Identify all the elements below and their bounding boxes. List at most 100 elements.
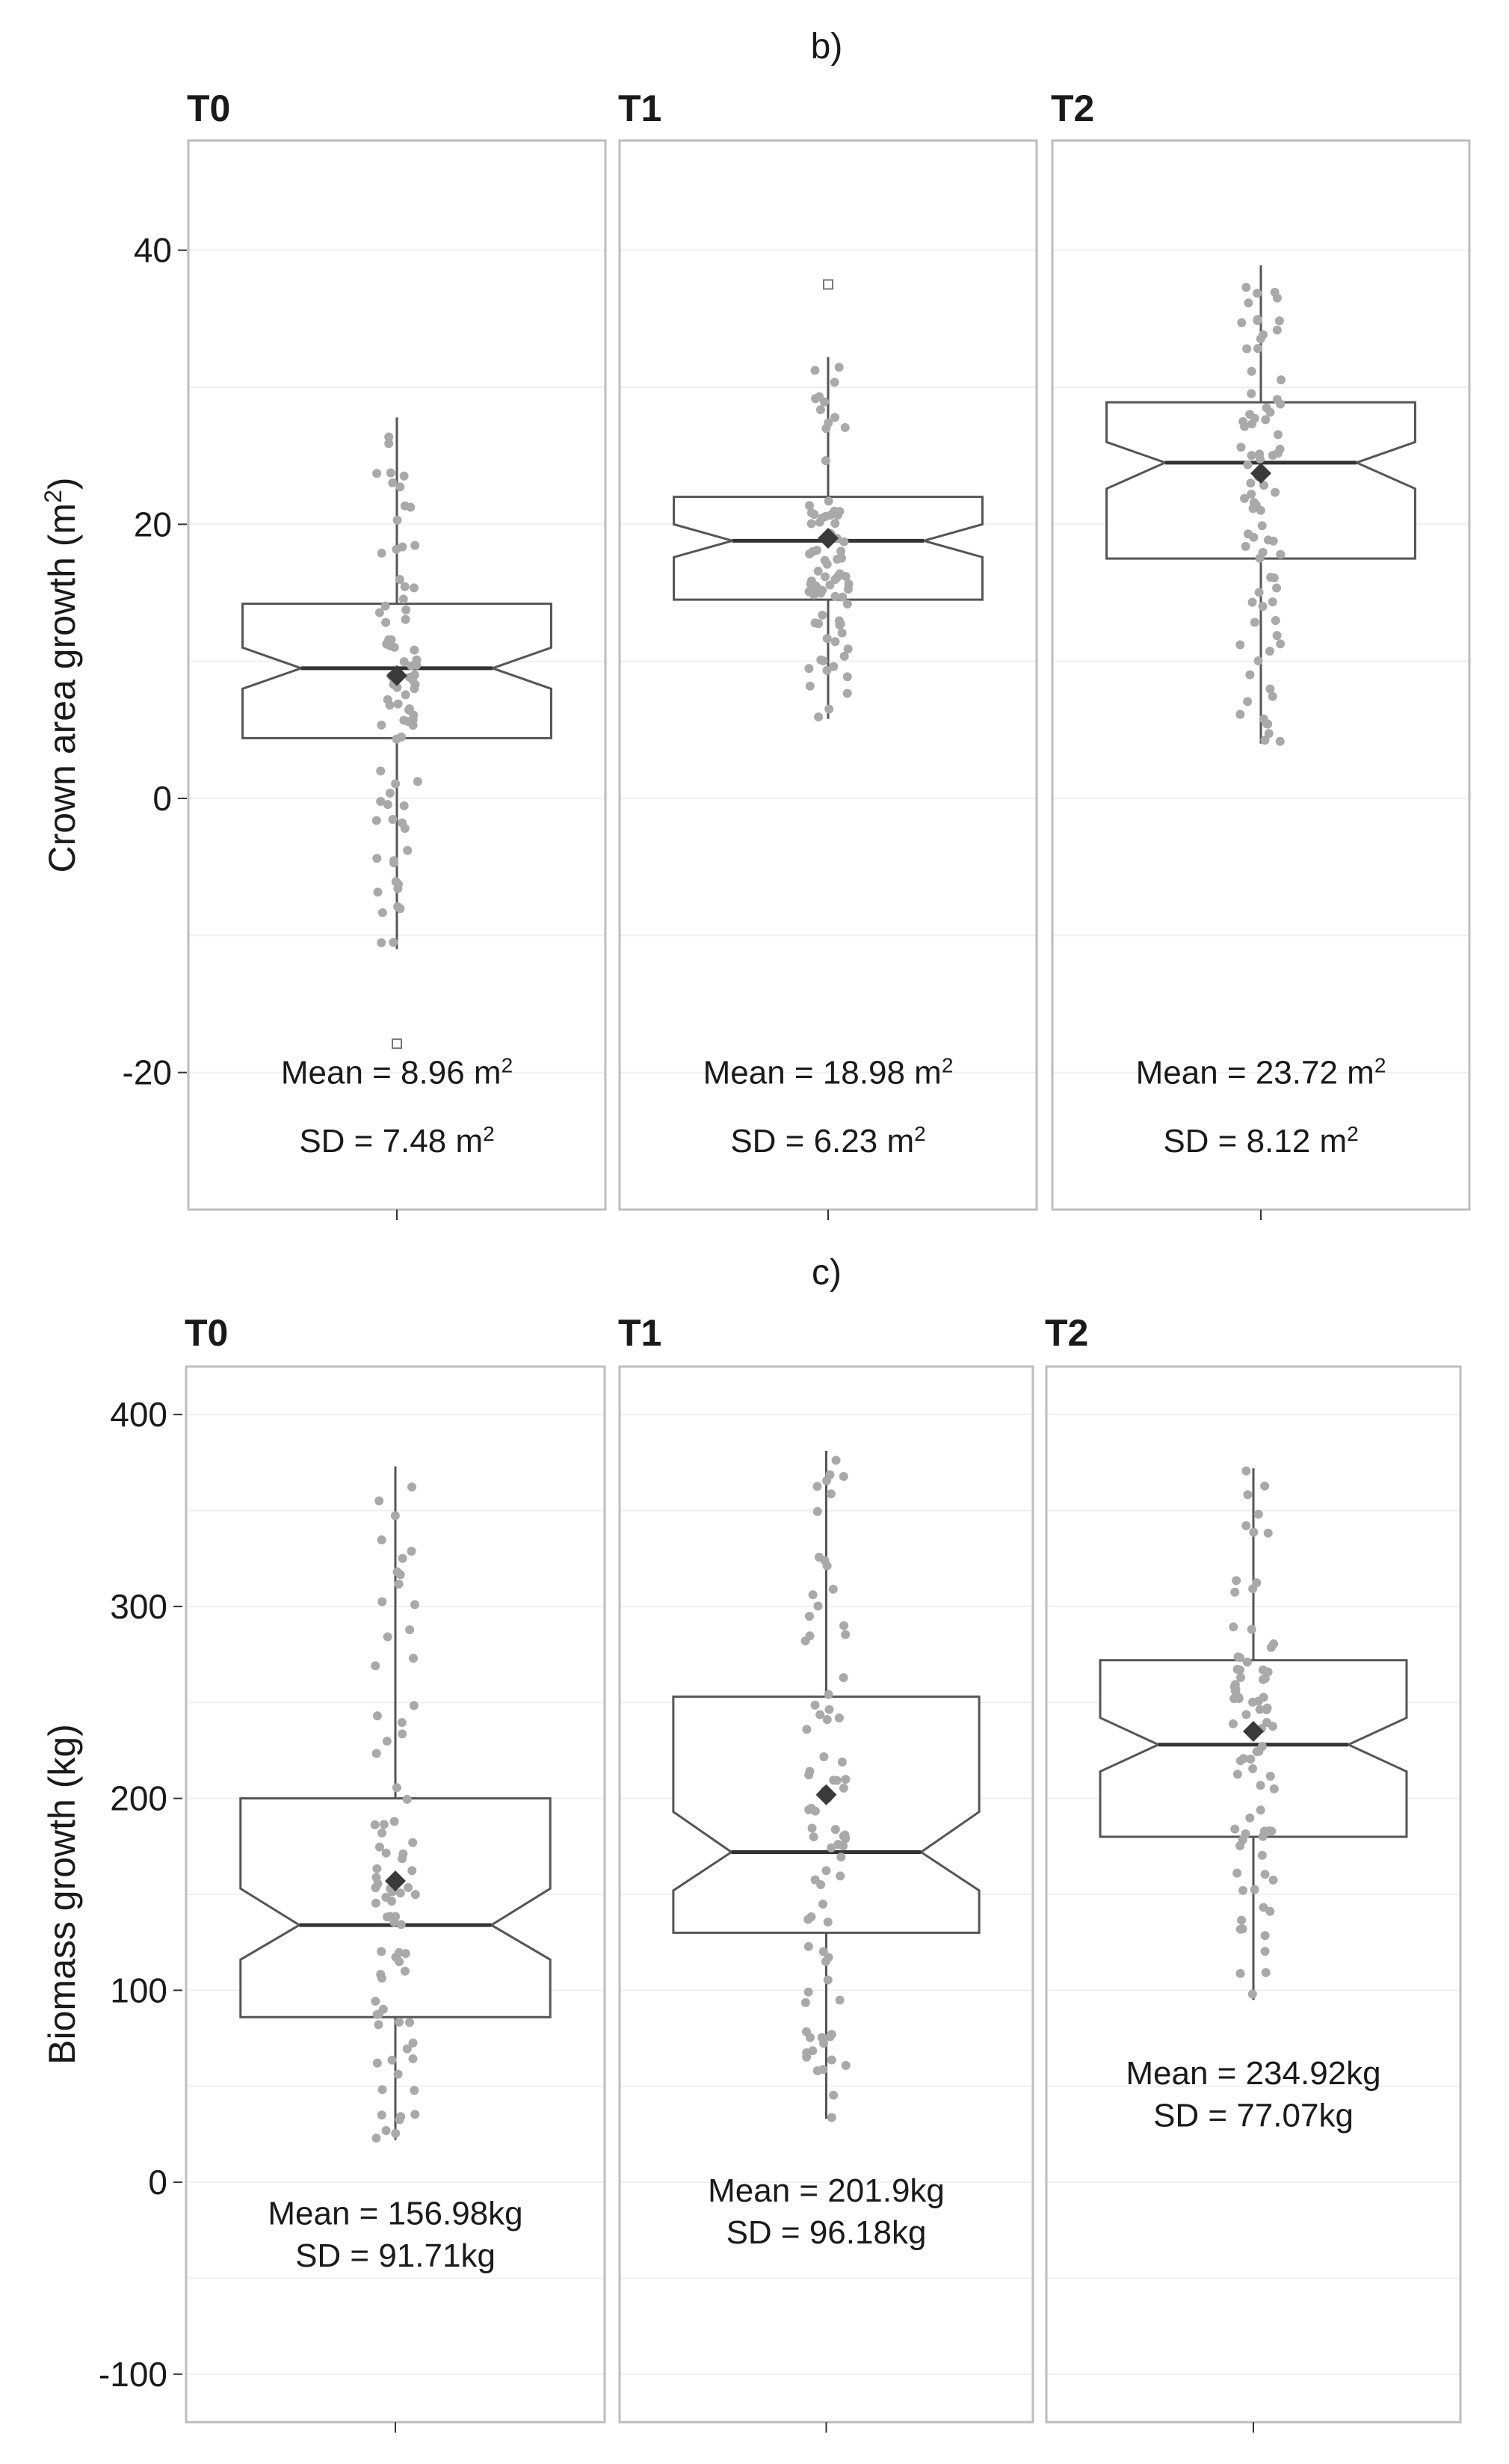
data-point <box>400 582 410 591</box>
data-point <box>1243 460 1253 469</box>
data-point <box>388 478 398 487</box>
data-point <box>374 2020 383 2030</box>
y-axis-title-close: ) <box>41 477 83 490</box>
data-point <box>1272 583 1282 593</box>
data-point <box>1258 602 1268 612</box>
data-point <box>377 1974 386 1983</box>
y-tick-label: 20 <box>134 505 172 543</box>
data-point <box>805 681 815 691</box>
data-point <box>394 1579 404 1589</box>
data-point <box>809 510 819 520</box>
data-point <box>820 555 830 565</box>
data-point <box>392 515 402 525</box>
data-point <box>377 1947 386 1956</box>
data-point <box>377 720 386 730</box>
sd-text-value: SD = 7.48 m <box>299 1123 483 1159</box>
mean-unit-superscript: 2 <box>1374 1053 1386 1077</box>
data-point <box>1264 729 1274 739</box>
data-point <box>812 1506 822 1516</box>
data-point <box>410 1600 420 1610</box>
data-point <box>1261 415 1271 425</box>
data-point <box>827 2055 836 2065</box>
data-point <box>1259 481 1269 490</box>
data-point <box>1271 616 1280 626</box>
sd-text-value: SD = 91.71kg <box>295 2237 496 2274</box>
data-point <box>1258 547 1268 557</box>
data-point <box>815 1710 825 1719</box>
data-point <box>805 1631 815 1641</box>
data-point <box>805 2033 815 2042</box>
data-point <box>1256 1805 1265 1815</box>
data-point <box>1244 298 1253 308</box>
data-point <box>1260 1481 1270 1491</box>
data-point <box>391 1912 401 1921</box>
data-point <box>818 585 827 595</box>
data-point <box>1268 536 1278 546</box>
data-point <box>833 554 842 564</box>
data-point <box>1261 1968 1271 1977</box>
data-point <box>839 1621 849 1630</box>
notched-box <box>1099 1659 1408 1838</box>
data-point <box>1268 692 1277 701</box>
y-axis-title-superscript: 2 <box>40 490 67 503</box>
data-point <box>1259 1675 1268 1684</box>
data-point <box>1272 293 1282 303</box>
data-point <box>1241 1466 1251 1476</box>
data-point <box>383 1632 392 1642</box>
data-point <box>841 1630 851 1639</box>
mean-text-value: Mean = 23.72 m <box>1136 1054 1374 1091</box>
data-point <box>810 366 820 375</box>
data-point <box>1229 1694 1239 1704</box>
data-point <box>1241 1829 1250 1839</box>
data-point <box>401 615 410 624</box>
data-point <box>1240 493 1250 503</box>
data-point <box>377 938 386 948</box>
data-point <box>840 1830 850 1840</box>
data-point <box>831 1456 841 1465</box>
data-point <box>413 777 422 786</box>
data-point <box>808 546 818 556</box>
data-point <box>377 1828 387 1838</box>
data-point <box>1255 1704 1265 1714</box>
data-point <box>410 670 419 680</box>
data-point <box>374 1842 384 1852</box>
y-axis-title-text: Biomass growth (kg) <box>41 1724 83 2065</box>
data-point <box>842 672 852 682</box>
panel-title: T0 <box>185 1312 228 1354</box>
data-point <box>815 517 824 527</box>
y-tick-label: 0 <box>148 2163 167 2202</box>
data-point <box>410 680 420 689</box>
data-point <box>830 413 839 422</box>
data-point <box>398 1854 407 1864</box>
data-point <box>818 610 827 620</box>
data-point <box>385 788 395 798</box>
notched-box <box>672 1695 981 1934</box>
data-point <box>374 608 384 617</box>
mean-marker <box>1243 1720 1264 1742</box>
mean-text: Mean = 23.72 m2 <box>1136 1053 1386 1091</box>
chart-label: c) <box>812 1253 842 1293</box>
data-point <box>398 1553 407 1563</box>
data-point <box>1231 1687 1240 1696</box>
data-point <box>396 2112 406 2122</box>
data-point <box>1252 1747 1262 1757</box>
data-point <box>837 1757 847 1767</box>
data-point <box>409 710 419 720</box>
data-point <box>1259 1693 1268 1702</box>
data-point <box>818 656 828 666</box>
data-point <box>403 846 413 855</box>
data-point <box>1262 719 1271 729</box>
mean-unit-superscript: 2 <box>502 1053 513 1077</box>
data-point <box>805 1767 815 1776</box>
data-point <box>1242 344 1252 354</box>
mean-text-value: Mean = 18.98 m <box>703 1054 942 1091</box>
data-point <box>1265 1906 1275 1916</box>
data-point <box>837 628 847 638</box>
data-point <box>400 501 410 511</box>
data-point <box>1236 443 1246 452</box>
data-point <box>371 1898 380 1908</box>
data-point <box>382 1737 392 1746</box>
data-point <box>409 1701 419 1710</box>
y-axis-title-text: Crown area growth (m <box>41 503 83 873</box>
